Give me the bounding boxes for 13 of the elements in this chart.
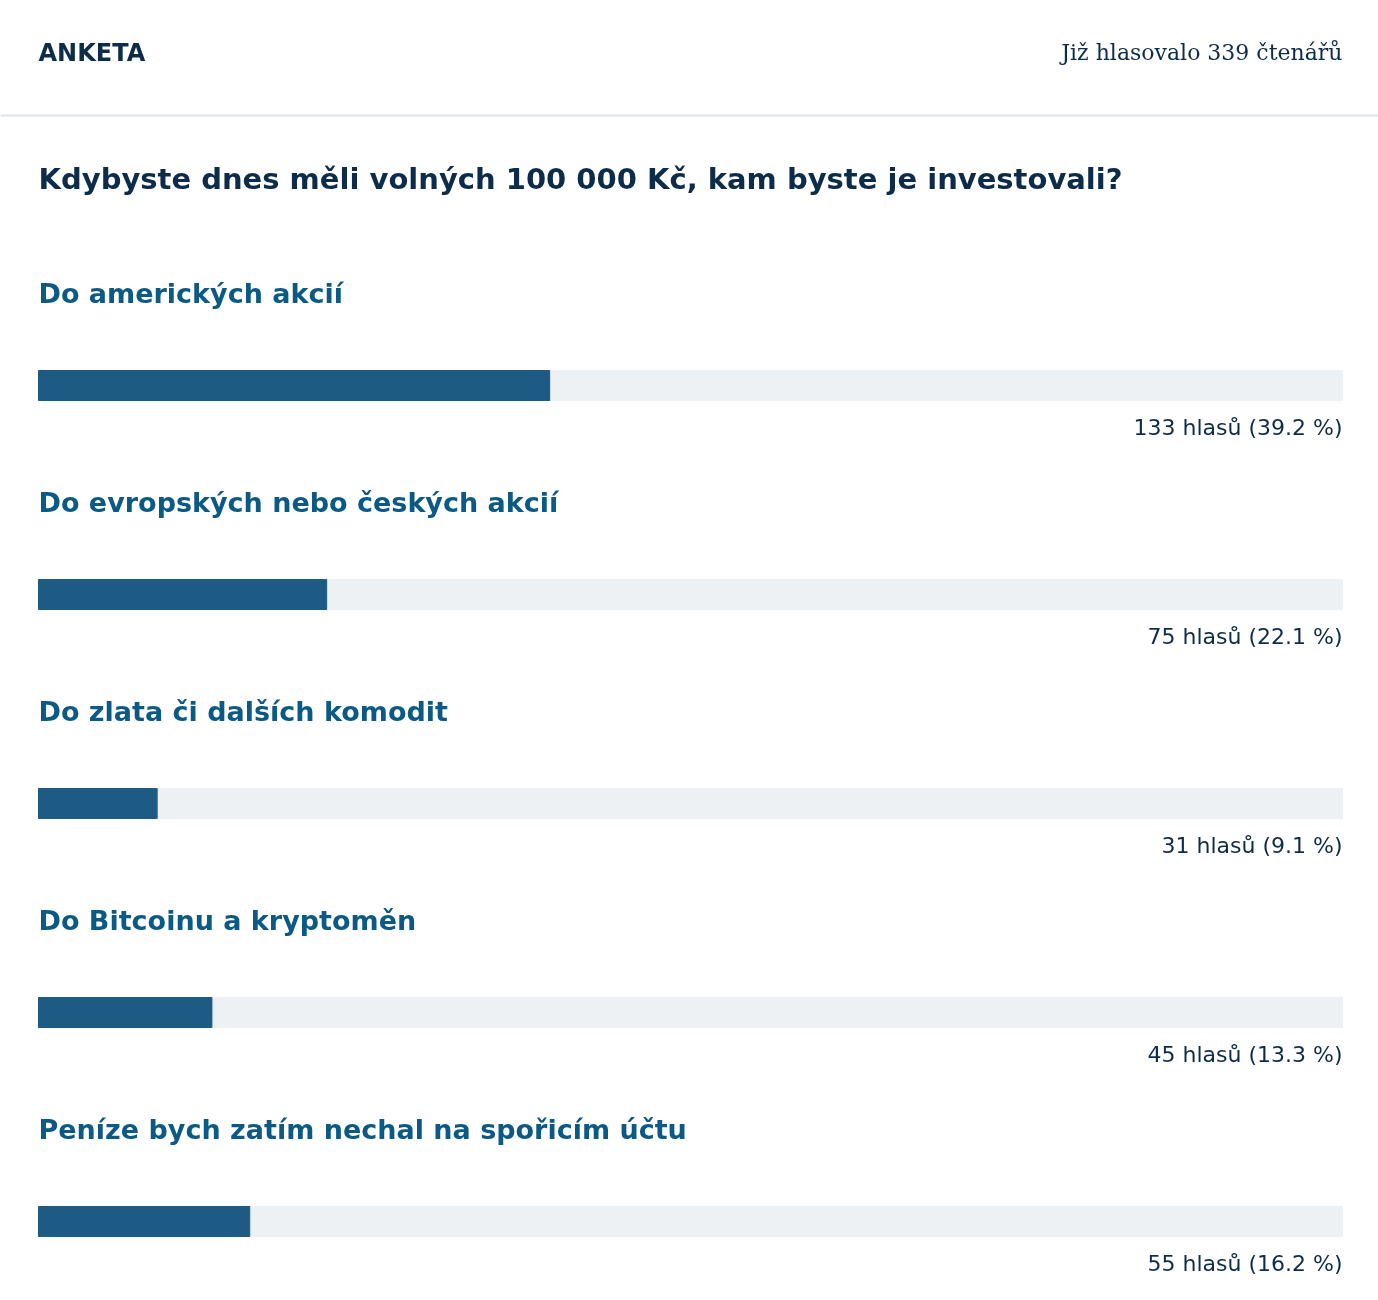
y-tick-label: Do amerických akcií	[38, 278, 345, 309]
y-tick-label: Do Bitcoinu a kryptoměn	[38, 905, 417, 936]
data-label: 31 hlasů (9.1 %)	[1161, 833, 1343, 858]
data-label: 55 hlasů (16.2 %)	[1147, 1251, 1343, 1276]
y-tick-label: Do zlata či dalších komodit	[38, 696, 449, 727]
chart-title: ANKETA	[38, 38, 146, 67]
y-tick-label: Peníze bych zatím nechal na spořicím účtu	[38, 1114, 687, 1145]
data-label: 133 hlasů (39.2 %)	[1133, 415, 1343, 440]
text: Již hlasovalo 339 čtenářů	[1059, 39, 1343, 65]
y-tick-label: Do evropských nebo českých akcií	[38, 487, 561, 518]
chart-subtitle: Kdybyste dnes měli volných 100 000 Kč, kam byste je investovali?	[38, 161, 1123, 196]
data-label: 75 hlasů (22.1 %)	[1147, 624, 1343, 649]
data-label: 45 hlasů (13.3 %)	[1147, 1042, 1343, 1067]
